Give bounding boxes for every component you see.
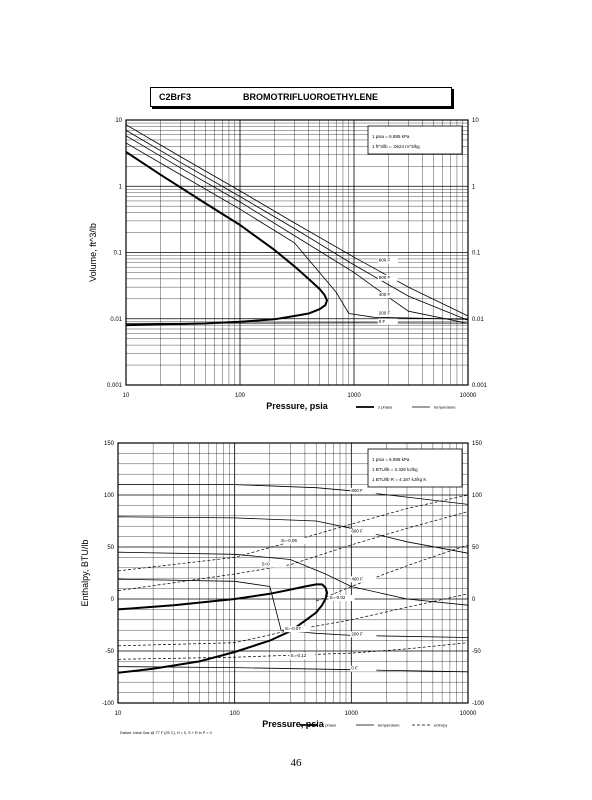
enthalpy-curve-label: S=-0.07: [285, 626, 301, 631]
enthalpy-label-bg: [260, 561, 287, 568]
volume-curve-label: 800 F: [379, 258, 391, 263]
volume-y-tick-label-left: 0.001: [107, 383, 123, 389]
volume-y-tick-label-right: 1: [472, 184, 476, 190]
volume-series-line: [125, 135, 469, 324]
enthalpy-entropy-line: [117, 494, 469, 572]
volume-legend-label: temperature: [434, 405, 456, 410]
volume-series-line: [125, 142, 469, 320]
volume-label-bg: [377, 292, 398, 299]
title-box: C2BrF3 BROMOTRIFLUOROETHYLENE: [150, 87, 452, 107]
volume-series-line: [125, 124, 469, 317]
enthalpy-note-text: 1 BTU/lb = 2.326 kJ/kg: [372, 467, 418, 472]
enthalpy-y-tick-label-right: -50: [472, 649, 481, 655]
volume-legend-label: 2 phase: [378, 405, 393, 410]
enthalpy-y-tick-label-left: -100: [102, 701, 115, 707]
enthalpy-entropy-line: [117, 593, 469, 647]
enthalpy-curve-label: 800 F: [351, 488, 363, 493]
enthalpy-curve-label: S=-0.05: [281, 538, 297, 543]
volume-y-axis-title: Volume, ft^3/lb: [88, 223, 98, 282]
enthalpy-label-bg: [280, 537, 307, 544]
enthalpy-label-bg: [350, 528, 377, 535]
enthalpy-curve-label: 200 F: [351, 631, 363, 636]
chemical-formula: C2BrF3: [159, 92, 192, 102]
enthalpy-x-tick-label: 100: [230, 711, 241, 717]
volume-note-text: 1 psia = 6.895 kPa: [372, 134, 410, 139]
enthalpy-label-bg: [328, 595, 355, 601]
volume-label-bg: [377, 274, 398, 281]
enthalpy-label-bg: [350, 487, 377, 494]
volume-plot-frame: [125, 119, 469, 386]
enthalpy-label-bg: [350, 576, 377, 583]
enthalpy-label-bg: [289, 653, 316, 660]
volume-y-tick-label-left: 1: [119, 184, 123, 190]
enthalpy-y-tick-label-left: 50: [107, 545, 114, 551]
enthalpy-legend-label: entropy: [434, 723, 447, 728]
volume-label-bg: [377, 318, 398, 325]
enthalpy-y-tick-label-left: -50: [105, 649, 114, 655]
enthalpy-y-tick-label-right: 50: [472, 545, 479, 551]
enthalpy-notes-box: [367, 448, 463, 488]
enthalpy-y-tick-label-left: 0: [111, 597, 115, 603]
volume-curve-label: 600 F: [379, 275, 391, 280]
enthalpy-legend-label: 2 phase: [322, 723, 337, 728]
volume-y-tick-label-left: 10: [115, 118, 122, 124]
enthalpy-curve-label: 0 F: [351, 666, 358, 671]
volume-curve-label: 400 F: [379, 292, 391, 297]
enthalpy-curve-label: S=0: [262, 562, 271, 567]
datum-footnote: Datum: Ideal Gas @ 77 F (25 C), H = 0, S…: [120, 731, 212, 735]
volume-curve-label: 200 F: [379, 311, 391, 316]
enthalpy-y-tick-label-left: 150: [104, 441, 115, 447]
volume-y-tick-label-right: 0.1: [472, 251, 481, 257]
enthalpy-label-bg: [350, 631, 377, 638]
enthalpy-curve-label: 400 F: [351, 576, 363, 581]
enthalpy-entropy-line: [117, 511, 469, 592]
volume-x-tick-label: 10: [123, 393, 130, 399]
enthalpy-y-tick-label-right: 150: [472, 441, 483, 447]
enthalpy-series-line: [118, 484, 469, 505]
enthalpy-x-tick-label: 10000: [460, 711, 477, 717]
enthalpy-entropy-line: [117, 642, 469, 660]
volume-notes-box: [367, 125, 463, 155]
volume-x-tick-label: 100: [235, 393, 246, 399]
enthalpy-series-line: [117, 666, 469, 673]
enthalpy-legend-label: temperature: [378, 723, 400, 728]
enthalpy-y-tick-label-right: 100: [472, 493, 483, 499]
enthalpy-y-tick-label-right: -100: [472, 701, 485, 707]
page-number: 46: [290, 757, 302, 769]
enthalpy-series-line: [117, 551, 469, 606]
enthalpy-x-tick-label: 1000: [345, 711, 359, 717]
enthalpy-label-bg: [350, 665, 377, 672]
volume-series-line: [125, 129, 469, 321]
volume-two-phase-curve: [125, 151, 329, 327]
compound-name: BROMOTRIFLUOROETHYLENE: [243, 92, 378, 102]
enthalpy-plot-frame: [117, 442, 469, 704]
volume-note-text: 1 ft^3/lb = .0624 m^3/kg: [372, 144, 420, 149]
enthalpy-entropy-line: [316, 544, 469, 602]
enthalpy-label-bg: [283, 626, 310, 633]
enthalpy-y-tick-label-right: 0: [472, 597, 476, 603]
enthalpy-x-axis-title: Pressure, psia: [262, 719, 325, 729]
volume-y-tick-label-right: 0.001: [472, 383, 488, 389]
enthalpy-y-tick-label-left: 100: [104, 493, 115, 499]
enthalpy-curve-label: S=-0.12: [290, 653, 306, 658]
volume-x-axis-title: Pressure, psia: [266, 401, 329, 411]
enthalpy-series-line: [117, 516, 469, 554]
volume-y-tick-label-right: 10: [472, 118, 479, 124]
volume-x-tick-label: 10000: [460, 393, 477, 399]
enthalpy-note-text: 1 BTU/lb R = 4.187 kJ/kg K: [372, 477, 426, 482]
enthalpy-curve-label: S=-0.02: [330, 595, 346, 600]
enthalpy-y-axis-title: Enthalpy, BTU/lb: [80, 540, 90, 607]
volume-y-tick-label-right: 0.01: [472, 317, 484, 323]
enthalpy-curve-label: 600 F: [351, 528, 363, 533]
volume-y-tick-label-left: 0.01: [110, 317, 122, 323]
enthalpy-note-text: 1 psia = 6.895 kPa: [372, 457, 410, 462]
volume-label-bg: [377, 310, 398, 317]
enthalpy-two-phase-curve: [117, 583, 329, 674]
volume-y-tick-label-left: 0.1: [114, 251, 123, 257]
volume-label-bg: [377, 257, 398, 264]
volume-x-tick-label: 1000: [347, 393, 361, 399]
enthalpy-x-tick-label: 10: [115, 711, 122, 717]
volume-curve-label: 0 F: [379, 319, 386, 324]
